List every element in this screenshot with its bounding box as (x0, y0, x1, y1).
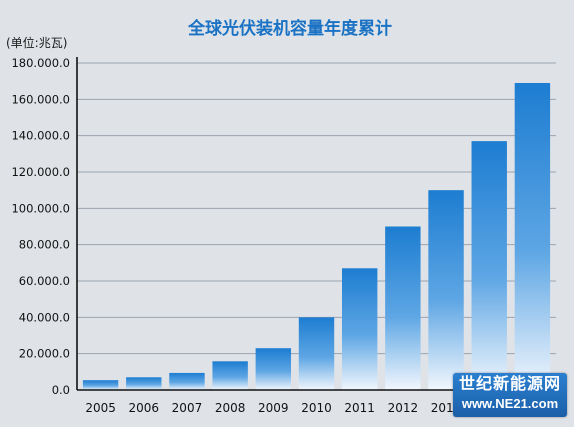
y-tick-label: 60.000.0 (19, 274, 70, 288)
bar-layer (82, 82, 551, 390)
bar-2011 (341, 268, 378, 390)
x-tick-label: 2006 (128, 401, 159, 415)
bar-2014 (471, 141, 507, 390)
y-tick-label: 80.000.0 (19, 238, 70, 252)
x-tick-label: 2009 (258, 401, 289, 415)
bar-2008 (212, 361, 248, 390)
y-tick-label: 140.000.0 (11, 129, 70, 143)
y-tick-label: 120.000.0 (11, 165, 70, 179)
watermark-name: 世纪新能源网 (458, 374, 561, 393)
bar-2007 (169, 372, 205, 390)
y-tick-label: 0.0 (52, 383, 70, 397)
chart-title: 全球光伏装机容量年度累计 (187, 18, 392, 39)
bar-2012 (385, 226, 421, 390)
bar-2013 (428, 190, 464, 390)
y-tick-labels: 0.0 20.000.0 40.000.0 60.000.0 80.000.0 100.0… (11, 56, 70, 397)
x-tick-label: 2008 (215, 401, 246, 415)
bar-2015 (514, 82, 551, 390)
x-tick-label: 2007 (172, 401, 203, 415)
x-tick-label: 2011 (344, 401, 375, 415)
x-tick-label: 2005 (85, 401, 116, 415)
grid-layer (77, 62, 556, 355)
y-tick-label: 20.000.0 (19, 347, 70, 361)
watermark-url: www.NE21.com (461, 396, 559, 411)
y-tick-label: 40.000.0 (19, 310, 70, 324)
x-tick-label: 2012 (388, 401, 419, 415)
bar-2006 (126, 377, 162, 390)
x-tick-label: 2010 (301, 401, 332, 415)
y-unit-label: (单位:兆瓦) (6, 35, 67, 50)
bar-2009 (255, 348, 292, 390)
site-watermark-logo: 世纪新能源网 www.NE21.com (453, 373, 567, 417)
y-tick-label: 180.000.0 (11, 56, 70, 70)
bar-2010 (298, 317, 335, 390)
bar-2005 (82, 380, 119, 390)
y-tick-label: 100.000.0 (11, 201, 70, 215)
y-tick-label: 160.000.0 (11, 92, 70, 106)
